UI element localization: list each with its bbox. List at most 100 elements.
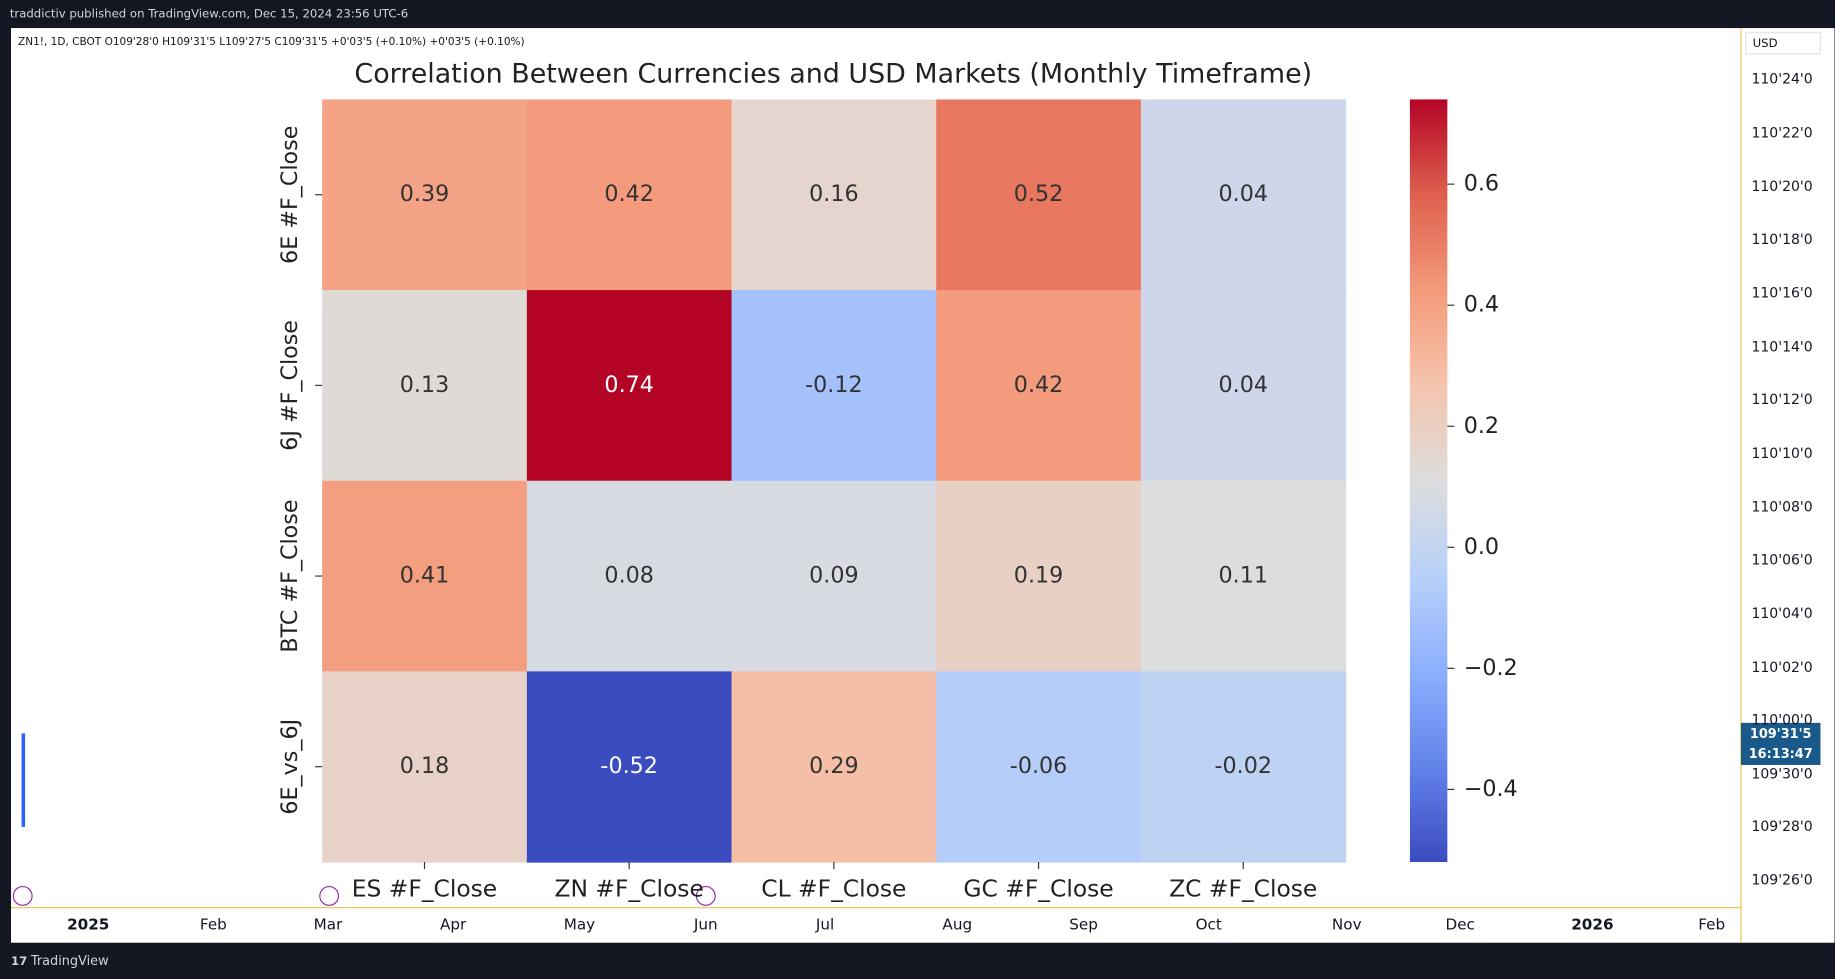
cell-label: -0.52 bbox=[600, 753, 658, 779]
heatmap-cell bbox=[526, 99, 733, 291]
chart-title: Correlation Between Currencies and USD M… bbox=[354, 58, 1312, 89]
price-label: 109'28'0 bbox=[1751, 819, 1812, 835]
y-tick-label: 6E #F_Close bbox=[277, 126, 303, 264]
footer-logo: 17 bbox=[11, 954, 27, 968]
symbol-info: ZN1!, 1D, CBOT O109'28'0 H109'31'5 L109'… bbox=[18, 36, 525, 48]
cell-label: 0.16 bbox=[809, 181, 858, 207]
heatmap-cell bbox=[526, 671, 733, 863]
price-label: 109'30'0 bbox=[1751, 766, 1812, 782]
price-label: 110'20'0 bbox=[1751, 179, 1812, 195]
heatmap-cell bbox=[322, 480, 528, 672]
colorbar-tick-label: 0.2 bbox=[1464, 413, 1499, 439]
cell-label: 0.41 bbox=[400, 563, 449, 589]
heatmap-cell bbox=[1140, 671, 1347, 863]
publisher: traddictiv published on TradingView.com,… bbox=[10, 7, 408, 21]
y-tick-label: BTC #F_Close bbox=[277, 499, 303, 652]
time-label: Sep bbox=[1069, 916, 1098, 934]
time-label: Oct bbox=[1196, 916, 1222, 934]
price-label: 110'08'0 bbox=[1751, 500, 1812, 516]
x-tick-label: ZN #F_Close bbox=[555, 875, 704, 903]
heatmap-cell bbox=[936, 480, 1142, 672]
time-label: May bbox=[564, 916, 595, 934]
price-label: 109'26'0 bbox=[1751, 873, 1812, 889]
heatmap-cell bbox=[1140, 99, 1347, 291]
heatmap-cell bbox=[526, 290, 733, 482]
colorbar-tick-label: −0.2 bbox=[1464, 655, 1518, 681]
time-label: Mar bbox=[314, 916, 343, 934]
x-tick-label: ES #F_Close bbox=[352, 875, 497, 903]
colorbar-tick-label: 0.0 bbox=[1464, 534, 1499, 560]
x-tick-label: CL #F_Close bbox=[761, 875, 906, 903]
time-label: Feb bbox=[200, 916, 227, 934]
x-tick-label: ZC #F_Close bbox=[1169, 875, 1317, 903]
time-label: Jul bbox=[815, 916, 834, 934]
price-label: 110'24'0 bbox=[1751, 72, 1812, 88]
heatmap-cell bbox=[731, 99, 937, 291]
last-price: 109'31'5 bbox=[1750, 727, 1812, 742]
price-label: 110'22'0 bbox=[1751, 125, 1812, 141]
candle bbox=[21, 733, 26, 827]
y-tick-label: 6J #F_Close bbox=[277, 320, 303, 451]
price-label: 110'04'0 bbox=[1751, 606, 1812, 622]
cell-label: 0.18 bbox=[400, 753, 449, 779]
colorbar-tick-label: 0.4 bbox=[1464, 292, 1499, 318]
cell-label: 0.42 bbox=[1014, 372, 1063, 398]
cell-label: -0.12 bbox=[805, 372, 863, 398]
heatmap-cell bbox=[526, 480, 733, 672]
price-label: 110'18'0 bbox=[1751, 232, 1812, 248]
time-label: Nov bbox=[1332, 916, 1362, 934]
cell-label: -0.02 bbox=[1214, 753, 1272, 779]
cell-label: 0.09 bbox=[809, 563, 858, 589]
cell-label: 0.42 bbox=[604, 181, 653, 207]
cell-label: -0.06 bbox=[1010, 753, 1068, 779]
cell-label: 0.29 bbox=[809, 753, 858, 779]
cell-label: 0.52 bbox=[1014, 181, 1063, 207]
colorbar-tick-label: −0.4 bbox=[1464, 776, 1518, 802]
heatmap-cell bbox=[322, 99, 528, 291]
currency: USD bbox=[1753, 36, 1778, 50]
time-label: Apr bbox=[440, 916, 467, 934]
event-icon[interactable] bbox=[695, 886, 716, 906]
colorbar-tick-label: 0.6 bbox=[1464, 171, 1499, 197]
time-label: 2025 bbox=[67, 916, 109, 934]
x-tick-label: GC #F_Close bbox=[963, 875, 1113, 903]
heatmap-cell bbox=[936, 290, 1142, 482]
cell-label: 0.13 bbox=[400, 372, 449, 398]
heatmap-cell bbox=[1140, 290, 1347, 482]
price-label: 110'06'0 bbox=[1751, 552, 1812, 568]
cell-label: 0.08 bbox=[604, 563, 653, 589]
price-badge bbox=[1740, 722, 1821, 765]
countdown: 16:13:47 bbox=[1749, 747, 1813, 762]
event-icon[interactable] bbox=[12, 886, 33, 906]
price-label: 110'16'0 bbox=[1751, 286, 1812, 302]
y-tick-label: 6E_vs_6J bbox=[277, 719, 303, 815]
event-icon[interactable] bbox=[319, 886, 340, 906]
price-label: 110'10'0 bbox=[1751, 446, 1812, 462]
heatmap-cell bbox=[322, 290, 528, 482]
footer-brand: TradingView bbox=[30, 954, 109, 969]
cell-label: 0.11 bbox=[1219, 563, 1268, 589]
heatmap-cell bbox=[731, 480, 937, 672]
currency-box[interactable] bbox=[1745, 32, 1822, 55]
heatmap-cell bbox=[731, 671, 937, 863]
heatmap-cell bbox=[322, 671, 528, 863]
cell-label: 0.19 bbox=[1014, 563, 1063, 589]
cell-label: 0.39 bbox=[400, 181, 449, 207]
time-label: Feb bbox=[1698, 916, 1725, 934]
price-label: 110'00'0 bbox=[1751, 713, 1812, 729]
heatmap-cell bbox=[1140, 480, 1347, 672]
price-label: 110'02'0 bbox=[1751, 660, 1812, 676]
cell-label: 0.04 bbox=[1219, 181, 1268, 207]
heatmap-cell bbox=[936, 671, 1142, 863]
cell-label: 0.04 bbox=[1219, 372, 1268, 398]
cell-label: 0.74 bbox=[604, 372, 653, 398]
time-label: Jun bbox=[693, 916, 718, 934]
heatmap-cell bbox=[731, 290, 937, 482]
colorbar bbox=[1409, 99, 1448, 863]
price-label: 110'14'0 bbox=[1751, 339, 1812, 355]
time-label: 2026 bbox=[1571, 916, 1613, 934]
heatmap-cell bbox=[936, 99, 1142, 291]
time-label: Aug bbox=[942, 916, 972, 934]
